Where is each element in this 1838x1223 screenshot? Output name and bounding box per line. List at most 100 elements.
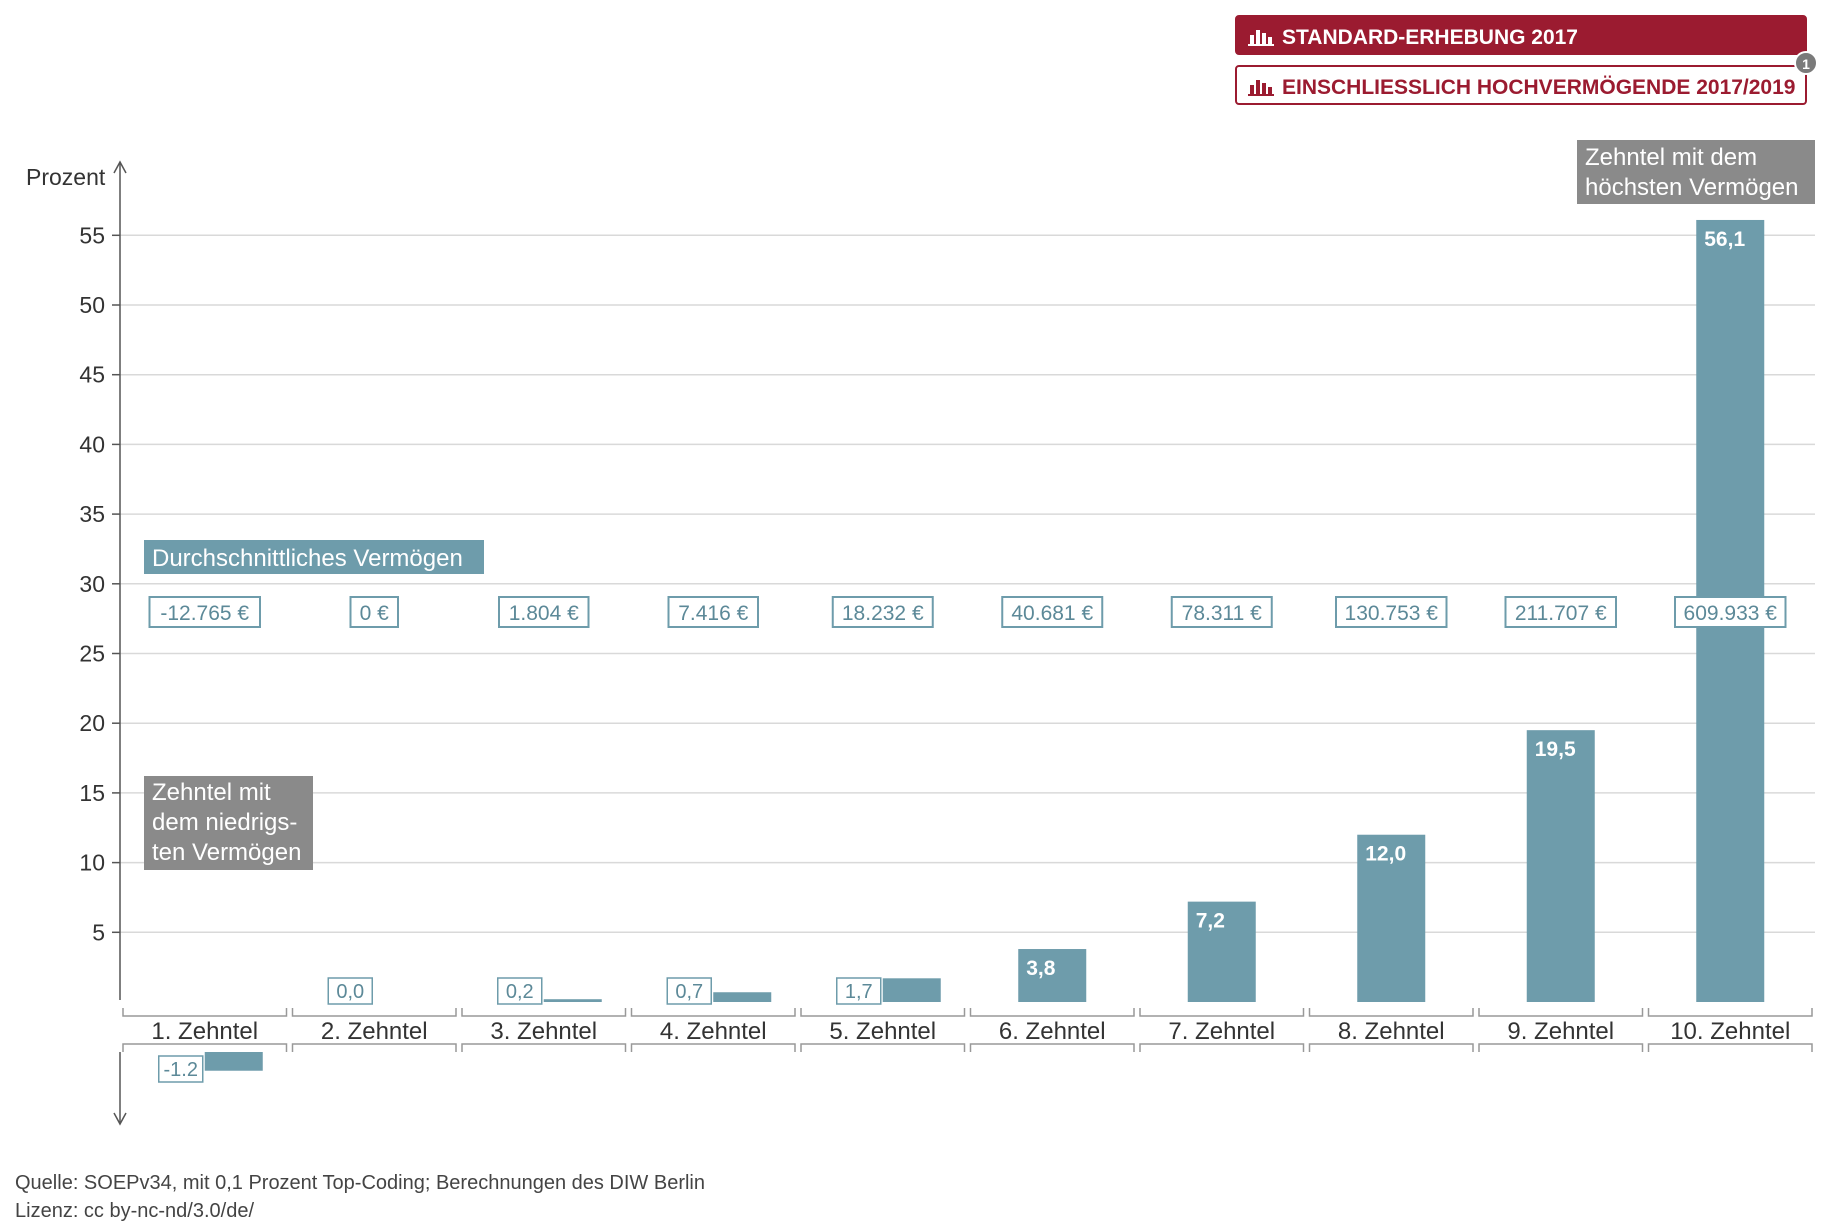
average-wealth-box xyxy=(1674,596,1787,628)
toggle-background xyxy=(1235,65,1807,105)
average-wealth-title-bg xyxy=(144,540,484,574)
bar xyxy=(713,992,772,1002)
bar-value-label: 7,2 xyxy=(1196,910,1225,933)
average-wealth-box xyxy=(1335,596,1448,628)
license-note: Lizenz: cc by-nc-nd/3.0/de/ xyxy=(15,1200,255,1222)
bar xyxy=(543,999,602,1002)
average-wealth-value: 18.232 € xyxy=(842,602,924,625)
category-bracket-top xyxy=(800,1008,966,1017)
toggle-standard-2017[interactable]: STANDARD-ERHEBUNG 2017 xyxy=(1235,15,1807,55)
category-bracket-bottom xyxy=(1308,1043,1474,1052)
category-bracket-bottom xyxy=(800,1043,966,1052)
category-label: 1. Zehntel xyxy=(151,1018,258,1045)
average-wealth-box xyxy=(831,596,934,628)
info-badge-label: 1 xyxy=(1802,56,1810,72)
average-wealth-value: 130.753 € xyxy=(1345,602,1439,625)
average-wealth-value: 609.933 € xyxy=(1684,602,1778,625)
category-bracket-top xyxy=(1478,1008,1644,1017)
y-tick-label: 5 xyxy=(92,919,105,945)
average-wealth-box xyxy=(1170,596,1273,628)
average-wealth-title: Durchschnittliches Vermögen xyxy=(152,545,463,572)
lowest-decile-annotation: Zehntel mit xyxy=(152,779,271,806)
bar xyxy=(882,978,941,1002)
category-label: 5. Zehntel xyxy=(829,1018,936,1045)
category-bracket-top xyxy=(1308,1008,1474,1017)
average-wealth-box xyxy=(1504,596,1617,628)
bar-value-label: 1,7 xyxy=(845,981,873,1003)
bar-value-label: 0,0 xyxy=(336,981,364,1003)
average-wealth-value: 40.681 € xyxy=(1011,602,1093,625)
bar-value-box xyxy=(836,977,882,1005)
bar-value-label: 56,1 xyxy=(1704,228,1745,251)
bar-value-label: -1.2 xyxy=(164,1059,198,1081)
y-tick-label: 20 xyxy=(79,710,105,736)
lowest-decile-annotation-bg xyxy=(144,776,313,870)
category-label: 8. Zehntel xyxy=(1338,1018,1445,1045)
category-bracket-top xyxy=(122,1008,288,1017)
highest-decile-annotation-bg xyxy=(1577,140,1815,204)
bar-chart-icon xyxy=(1248,30,1274,46)
y-tick-label: 35 xyxy=(79,501,105,527)
y-tick-label: 15 xyxy=(79,780,105,806)
toggle-label: EINSCHLIESSLICH HOCHVERMÖGENDE 2017/2019 xyxy=(1282,76,1795,99)
average-wealth-box xyxy=(349,596,399,628)
category-label: 7. Zehntel xyxy=(1168,1018,1275,1045)
average-wealth-value: -12.765 € xyxy=(160,602,249,625)
category-bracket-bottom xyxy=(969,1043,1135,1052)
category-bracket-bottom xyxy=(1139,1043,1305,1052)
bar xyxy=(1357,834,1426,1002)
lowest-decile-annotation: ten Vermögen xyxy=(152,839,301,866)
category-bracket-bottom xyxy=(291,1043,457,1052)
bar-value-label: 12,0 xyxy=(1365,843,1406,866)
category-label: 10. Zehntel xyxy=(1670,1018,1790,1045)
highest-decile-annotation: Zehntel mit dem xyxy=(1585,144,1757,171)
y-tick-label: 40 xyxy=(79,431,105,457)
category-bracket-top xyxy=(1139,1008,1305,1017)
y-tick-label: 10 xyxy=(79,850,105,876)
bar-value-box xyxy=(158,1055,204,1083)
average-wealth-value: 0 € xyxy=(360,602,390,625)
y-axis-arrow-up xyxy=(113,160,127,174)
category-bracket-top xyxy=(630,1008,796,1017)
bar xyxy=(1526,730,1595,1002)
category-bracket-top xyxy=(969,1008,1135,1017)
bar-chart-icon xyxy=(1248,80,1274,96)
source-note: Quelle: SOEPv34, mit 0,1 Prozent Top-Cod… xyxy=(15,1172,705,1194)
bar-value-box xyxy=(327,977,373,1005)
average-wealth-box xyxy=(498,596,590,628)
toggle-background xyxy=(1235,15,1807,55)
category-label: 6. Zehntel xyxy=(999,1018,1106,1045)
y-tick-label: 25 xyxy=(79,641,105,667)
average-wealth-box xyxy=(1001,596,1104,628)
bar-value-label: 19,5 xyxy=(1535,738,1576,761)
average-wealth-value: 78.311 € xyxy=(1182,602,1263,625)
bar-value-label: 0,7 xyxy=(675,981,703,1003)
y-tick-label: 30 xyxy=(79,571,105,597)
category-bracket-top xyxy=(291,1008,457,1017)
toggle-hochvermoegende-2017-2019[interactable]: EINSCHLIESSLICH HOCHVERMÖGENDE 2017/2019… xyxy=(1235,51,1818,105)
category-bracket-bottom xyxy=(461,1043,627,1052)
y-tick-label: 45 xyxy=(79,362,105,388)
category-label: 2. Zehntel xyxy=(321,1018,428,1045)
average-wealth-value: 1.804 € xyxy=(509,602,579,625)
average-wealth-value: 7.416 € xyxy=(678,602,748,625)
category-label: 4. Zehntel xyxy=(660,1018,767,1045)
category-label: 3. Zehntel xyxy=(490,1018,597,1045)
bar-value-box xyxy=(497,977,543,1005)
y-tick-label: 50 xyxy=(79,292,105,318)
info-badge[interactable] xyxy=(1794,51,1818,75)
category-bracket-bottom xyxy=(1478,1043,1644,1052)
average-wealth-box xyxy=(667,596,759,628)
bar-value-label: 0,2 xyxy=(506,981,534,1003)
bar-value-label: 3,8 xyxy=(1026,957,1056,980)
highest-decile-annotation: höchsten Vermögen xyxy=(1585,174,1798,201)
y-tick-label: 55 xyxy=(79,222,105,248)
lowest-decile-annotation: dem niedrigs- xyxy=(152,809,297,836)
toggle-label: STANDARD-ERHEBUNG 2017 xyxy=(1282,26,1578,49)
bar xyxy=(1018,949,1087,1002)
average-wealth-box xyxy=(148,596,261,628)
category-bracket-bottom xyxy=(122,1043,288,1052)
category-label: 9. Zehntel xyxy=(1507,1018,1614,1045)
category-bracket-top xyxy=(1647,1008,1813,1017)
